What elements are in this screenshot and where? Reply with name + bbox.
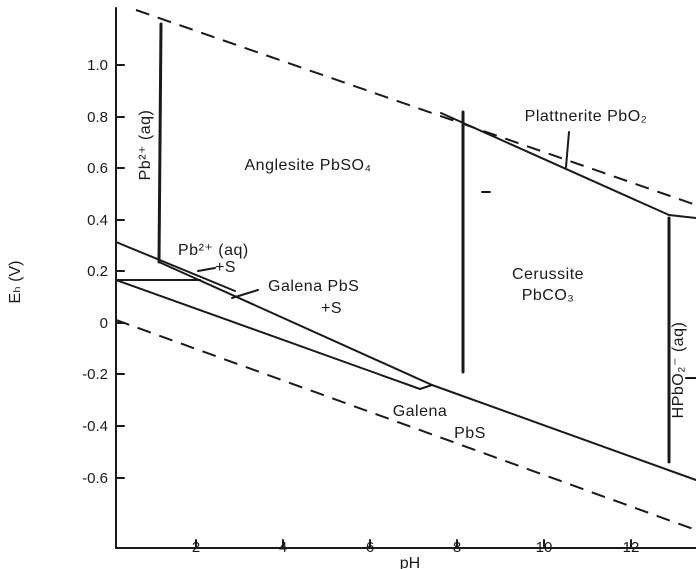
- plattnerite-label: Plattnerite PbO₂: [525, 108, 648, 125]
- upper-sulfur-boundary: [115, 241, 236, 292]
- x-tick-label: 12: [623, 539, 640, 556]
- galena-s-label-line1: Galena PbS: [268, 278, 359, 295]
- field-boundaries: [115, 22, 696, 481]
- y-tick-label: 1.0: [87, 57, 108, 74]
- y-tick-label: 0.2: [87, 263, 108, 280]
- x-axis: 2 4 6 8 10 12 pH: [192, 539, 640, 569]
- hpbo2-aq-label: HPbO₂⁻ (aq): [670, 322, 687, 419]
- pb2-s-pointer: [197, 267, 216, 272]
- galena-s-pointer: [231, 289, 259, 299]
- x-tick-label: 2: [192, 539, 200, 556]
- x-tick-label: 8: [453, 539, 461, 556]
- region-labels: Pb²⁺ (aq) Anglesite PbSO₄ Plattnerite Pb…: [137, 108, 687, 442]
- upper-water-limit: [135, 9, 696, 206]
- cerussite-label-line2: PbCO₃: [522, 287, 575, 304]
- cerussite-label-line1: Cerussite: [512, 266, 584, 283]
- pb2-aq-s-label-line2: +S: [215, 259, 236, 276]
- lower-sulfur-boundary: [115, 279, 421, 390]
- pb2-anglesite-boundary: [157, 22, 163, 264]
- pb2-aq-label: Pb²⁺ (aq): [137, 110, 154, 181]
- pb2-aq-s-label-line1: Pb²⁺ (aq): [178, 242, 249, 259]
- sulfur-field-tip: [419, 384, 433, 390]
- plattnerite-boundary-right: [668, 214, 696, 219]
- y-tick-label: 0: [100, 315, 108, 332]
- plattnerite-boundary: [440, 112, 670, 216]
- y-axis: 1.0 0.8 0.6 0.4 0.2 0 -0.2 -0.4 -0.6 Eₕ …: [7, 57, 125, 487]
- y-tick-label: 0.4: [87, 212, 108, 229]
- y-tick-label: -0.4: [82, 418, 108, 435]
- y-tick-label: 0.8: [87, 109, 108, 126]
- lower-water-limit: [115, 319, 696, 531]
- galena-label-line1: Galena: [393, 403, 448, 420]
- x-axis-title: pH: [400, 555, 420, 569]
- galena-label-line2: PbS: [454, 425, 486, 442]
- anglesite-lower-boundary: [158, 261, 433, 386]
- y-tick-label: 0.6: [87, 160, 108, 177]
- galena-s-label-line2: +S: [321, 300, 342, 317]
- y-tick-label: -0.6: [82, 470, 108, 487]
- y-tick-label: -0.2: [82, 366, 108, 383]
- x-tick-label: 6: [366, 539, 374, 556]
- plot-frame: [115, 7, 696, 549]
- y-axis-title: Eₕ (V): [7, 261, 24, 304]
- x-tick-label: 10: [536, 539, 553, 556]
- galena-upper-boundary: [431, 384, 696, 481]
- plattnerite-pointer: [565, 131, 570, 168]
- x-tick-label: 4: [279, 539, 287, 556]
- anglesite-label: Anglesite PbSO₄: [245, 157, 372, 174]
